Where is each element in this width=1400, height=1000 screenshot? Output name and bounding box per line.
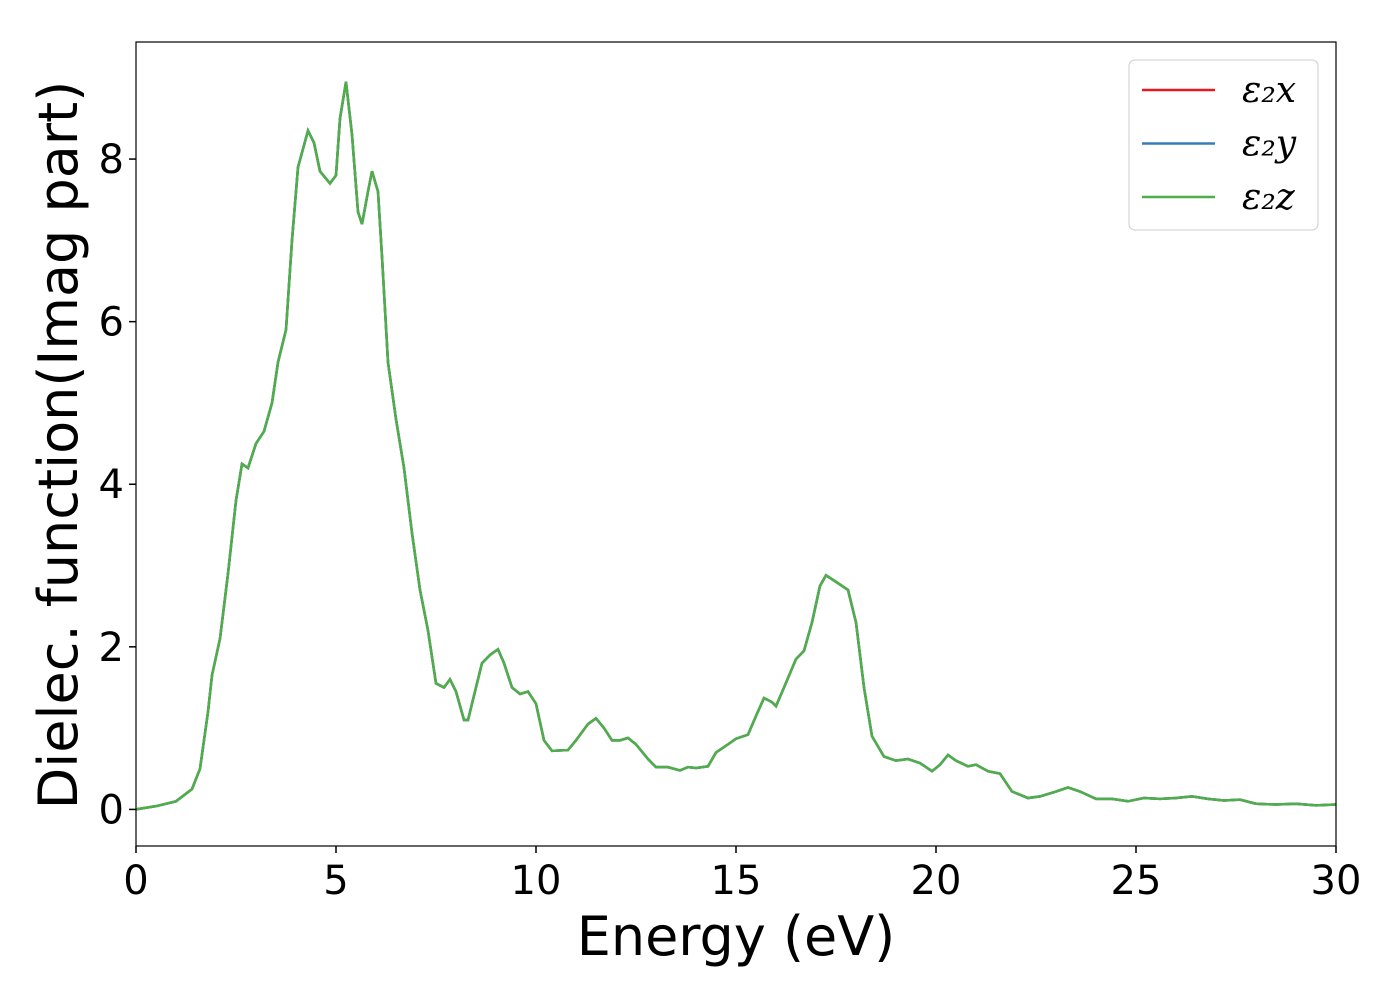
x-axis-label: Energy (eV) <box>577 905 896 968</box>
x-tick-label: 30 <box>1311 858 1362 904</box>
y-tick-label: 4 <box>99 462 124 508</box>
x-tick-label: 15 <box>711 858 762 904</box>
legend-label: ε₂x <box>1242 70 1296 111</box>
x-tick-label: 5 <box>323 858 348 904</box>
legend-label: ε₂y <box>1242 124 1297 165</box>
x-tick-label: 20 <box>911 858 962 904</box>
y-tick-label: 0 <box>99 787 124 833</box>
y-axis-label: Dielec. function(Imag part) <box>27 81 90 810</box>
y-tick-label: 8 <box>99 137 124 183</box>
x-tick-label: 0 <box>123 858 148 904</box>
plot-frame <box>135 41 1337 847</box>
legend-label: ε₂z <box>1242 177 1296 218</box>
y-tick-label: 6 <box>99 300 124 346</box>
x-tick-label: 10 <box>511 858 562 904</box>
data-line <box>135 81 1337 811</box>
x-tick-label: 25 <box>1111 858 1162 904</box>
y-tick-label: 2 <box>99 625 124 671</box>
legend-box <box>1128 59 1319 231</box>
